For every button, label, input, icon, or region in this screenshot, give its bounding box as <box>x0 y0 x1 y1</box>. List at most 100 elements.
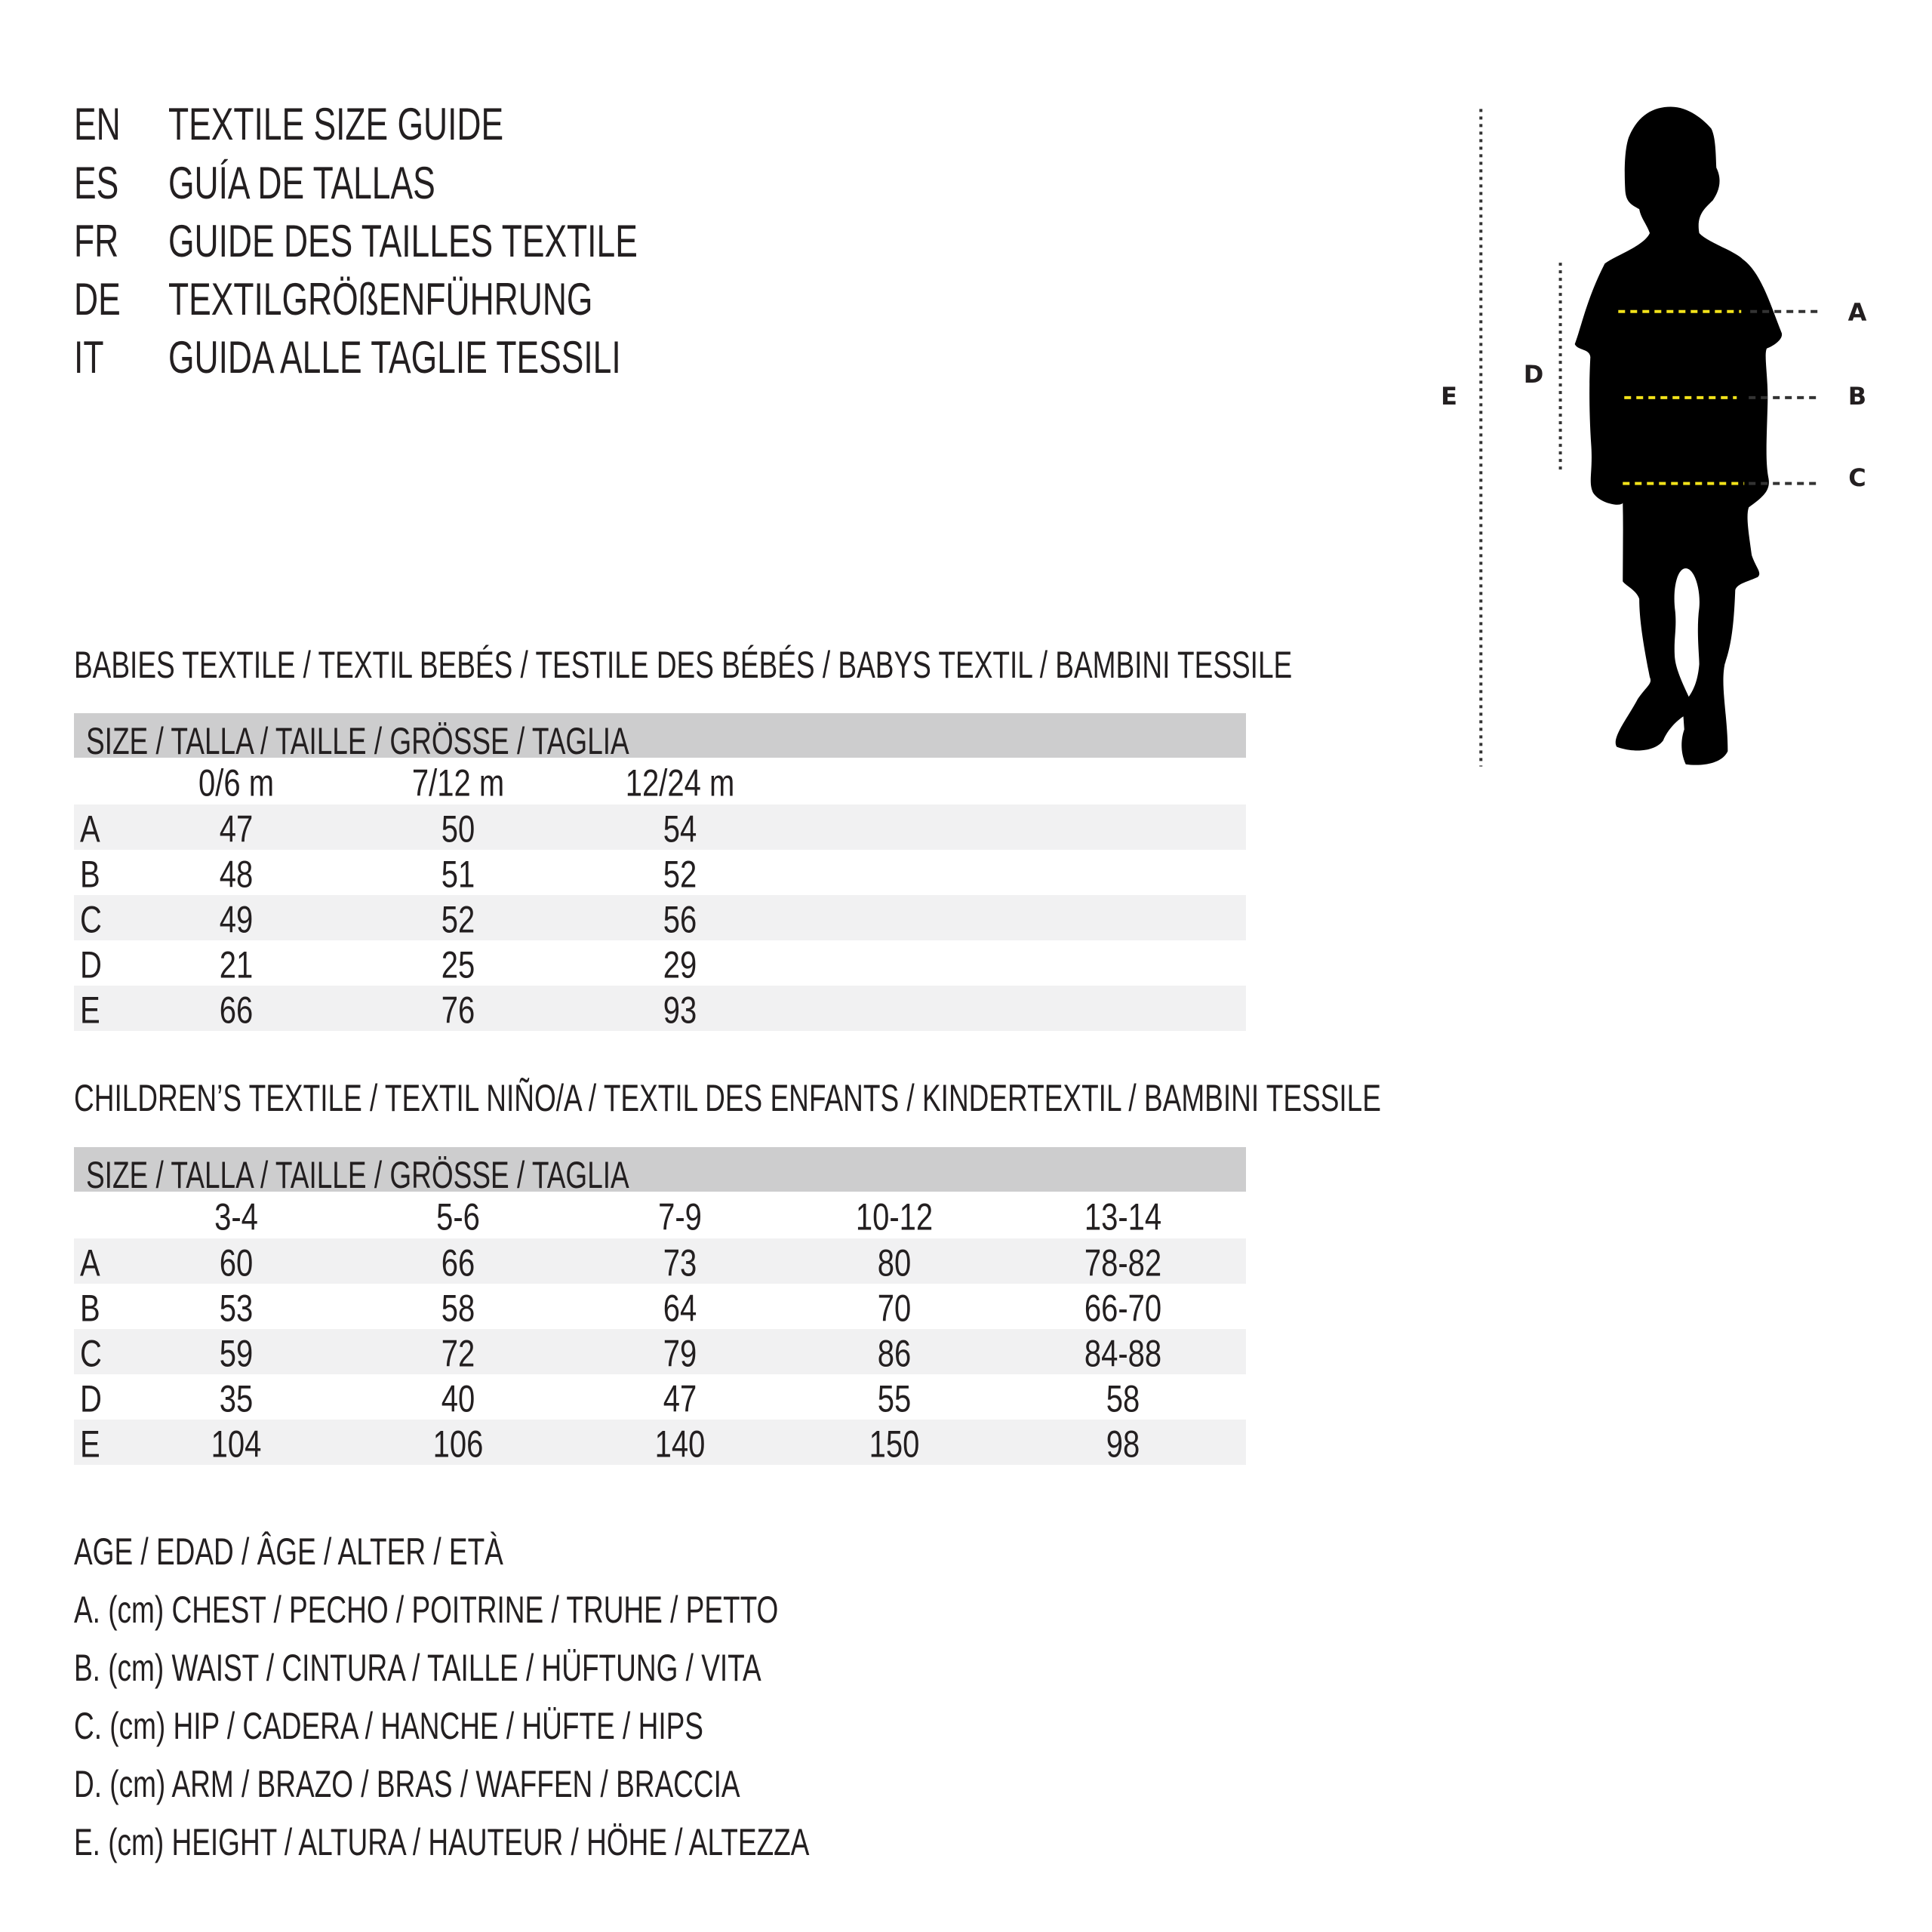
table-cell: 140 <box>655 1426 743 1463</box>
row-label-text: C <box>80 898 102 941</box>
column-header-text: 12/24 m <box>625 761 735 804</box>
table-cell-value: 72 <box>441 1332 475 1375</box>
table-cell-value: 84-88 <box>1084 1332 1162 1375</box>
table-cell: 58 <box>1106 1380 1165 1418</box>
table-cell-value: 25 <box>441 943 475 986</box>
table-cell-value: 51 <box>441 853 475 896</box>
column-header: 0/6 m <box>198 764 331 802</box>
table-cell: 58 <box>441 1290 500 1327</box>
lang-code-de: DE <box>74 274 121 325</box>
row-label: D <box>80 1380 107 1418</box>
table-cell: 79 <box>663 1335 722 1373</box>
table-row: D 35 40 47 55 58 <box>74 1374 1246 1420</box>
row-label: E <box>80 1426 105 1463</box>
child-silhouette-diagram <box>1419 106 1887 777</box>
row-label-text: C <box>80 1332 102 1375</box>
table-cell: 70 <box>878 1290 937 1327</box>
table-cell: 93 <box>663 992 722 1029</box>
column-header: 10-12 <box>856 1198 991 1236</box>
table-cell: 60 <box>220 1244 278 1282</box>
table-cell: 51 <box>441 856 500 894</box>
table-cell-value: 58 <box>1106 1377 1140 1420</box>
title-en: TEXTILE SIZE GUIDE <box>168 99 504 149</box>
column-header-text: 7/12 m <box>411 761 505 804</box>
table-row: B 53 58 64 70 66-70 <box>74 1284 1246 1329</box>
lang-code-it: IT <box>74 332 104 383</box>
table-cell-value: 66 <box>441 1241 475 1284</box>
row-label-text: E <box>80 989 100 1032</box>
table-row: A 47 50 54 <box>74 804 1246 850</box>
table-cell-value: 76 <box>441 989 475 1032</box>
row-label: D <box>80 946 107 984</box>
children-size-table: SIZE / TALLA / TAILLE / GRÖSSE / TAGLIA 3… <box>74 1147 1246 1465</box>
row-label: C <box>80 1335 107 1373</box>
table-cell-value: 35 <box>219 1377 254 1420</box>
table-cell-value: 55 <box>877 1377 912 1420</box>
table-cell-value: 47 <box>663 1377 697 1420</box>
table-cell: 25 <box>441 946 500 984</box>
table-cell: 80 <box>878 1244 937 1282</box>
table-cell-value: 66-70 <box>1084 1287 1162 1330</box>
table-cell: 21 <box>220 946 278 984</box>
column-header: 5-6 <box>436 1198 512 1236</box>
column-header: 7/12 m <box>412 764 574 802</box>
row-label-text: E <box>80 1423 100 1466</box>
child-silhouette-icon <box>1574 106 1783 765</box>
lang-code-fr: FR <box>74 216 119 266</box>
column-header: 7-9 <box>658 1198 734 1236</box>
table-cell-value: 58 <box>441 1287 475 1330</box>
column-header-row: 0/6 m 7/12 m 12/24 m <box>74 758 1246 804</box>
size-header-bar: SIZE / TALLA / TAILLE / GRÖSSE / TAGLIA <box>74 1147 1246 1194</box>
column-header-text: 10-12 <box>855 1195 934 1238</box>
table-cell-value: 29 <box>663 943 697 986</box>
table-cell: 86 <box>878 1335 937 1373</box>
size-header-text: SIZE / TALLA / TAILLE / GRÖSSE / TAGLIA <box>86 720 629 762</box>
row-label: A <box>80 1244 105 1282</box>
label-b: B <box>1847 382 1867 411</box>
table-row: C 49 52 56 <box>74 895 1246 940</box>
table-cell: 76 <box>441 992 500 1029</box>
table-cell-value: 21 <box>219 943 254 986</box>
table-cell: 48 <box>220 856 278 894</box>
table-cell: 73 <box>663 1244 722 1282</box>
table-cell: 53 <box>220 1290 278 1327</box>
label-c: C <box>1848 463 1866 492</box>
table-cell: 66 <box>220 992 278 1029</box>
column-header-row: 3-4 5-6 7-9 10-12 13-14 <box>74 1192 1246 1238</box>
column-header-text: 7-9 <box>658 1195 702 1238</box>
table-cell-value: 47 <box>219 808 254 851</box>
table-cell-value: 70 <box>877 1287 912 1330</box>
table-cell: 59 <box>220 1335 278 1373</box>
table-cell: 49 <box>220 901 278 939</box>
table-cell-value: 48 <box>219 853 254 896</box>
table-cell: 29 <box>663 946 722 984</box>
label-d: D <box>1523 360 1544 389</box>
title-es: GUÍA DE TALLAS <box>168 158 435 208</box>
table-cell-value: 140 <box>654 1423 706 1466</box>
legend-height: E. (cm) HEIGHT / ALTURA / HAUTEUR / HÖHE… <box>74 1821 810 1863</box>
table-cell-value: 52 <box>441 898 475 941</box>
table-cell: 40 <box>441 1380 500 1418</box>
row-label-text: B <box>80 1287 100 1330</box>
table-cell: 55 <box>878 1380 937 1418</box>
row-label-text: A <box>80 808 100 851</box>
table-cell: 104 <box>211 1426 299 1463</box>
table-row: E 66 76 93 <box>74 986 1246 1031</box>
table-cell-value: 73 <box>663 1241 697 1284</box>
column-header: 3-4 <box>214 1198 291 1236</box>
table-cell: 50 <box>441 811 500 848</box>
column-header-text: 0/6 m <box>198 761 275 804</box>
row-label-text: D <box>80 1377 102 1420</box>
table-cell-value: 53 <box>219 1287 254 1330</box>
table-row: A 60 66 73 80 78-82 <box>74 1238 1246 1284</box>
row-label-text: A <box>80 1241 100 1284</box>
children-heading: CHILDREN’S TEXTILE / TEXTIL NIÑO/A / TEX… <box>74 1077 1381 1119</box>
column-header-text: 13-14 <box>1084 1195 1162 1238</box>
column-header-text: 5-6 <box>436 1195 480 1238</box>
table-cell: 78-82 <box>1084 1244 1220 1282</box>
table-cell-value: 150 <box>869 1423 920 1466</box>
table-cell: 66-70 <box>1084 1290 1220 1327</box>
table-cell-value: 56 <box>663 898 697 941</box>
title-it: GUIDA ALLE TAGLIE TESSILI <box>168 332 621 383</box>
row-label: B <box>80 856 105 894</box>
